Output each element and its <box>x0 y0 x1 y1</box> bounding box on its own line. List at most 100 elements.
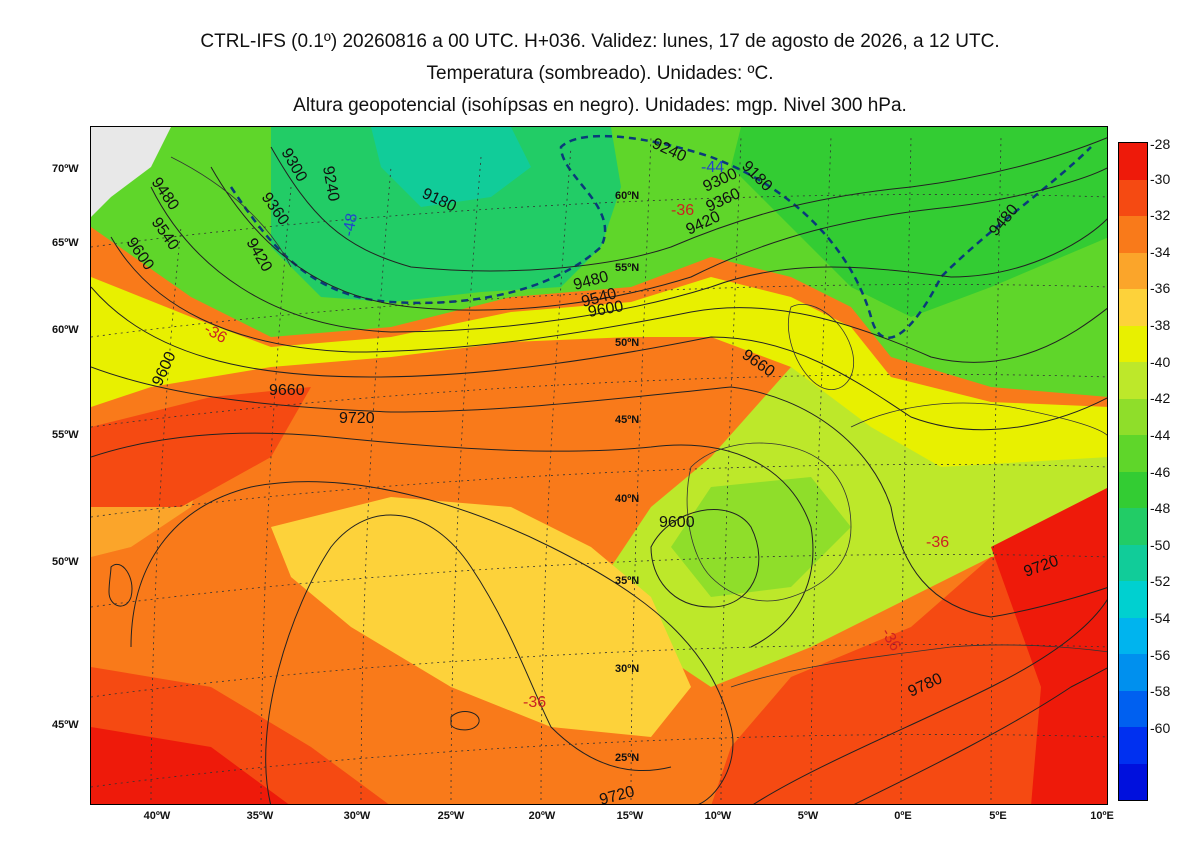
contour-group <box>91 137 1107 804</box>
colorbar-tick-label: -30 <box>1150 170 1171 187</box>
inner-lat-label: 55ºN <box>615 262 639 274</box>
very-cold-region-west <box>271 127 621 302</box>
colorbar-tick-label: -50 <box>1150 536 1171 553</box>
colorbar-segment <box>1119 325 1147 362</box>
contour-line <box>91 366 1107 618</box>
parallel-line <box>91 734 1107 788</box>
colorbar-tick-label: -48 <box>1150 500 1171 517</box>
temperature-value-label: -48 <box>340 212 361 238</box>
warm-yellow-band <box>271 497 691 737</box>
lon-axis-label: 20ºW <box>528 810 556 822</box>
colorbar-tick-label: -42 <box>1150 390 1171 407</box>
colorbar-tick-label: -36 <box>1150 280 1171 297</box>
colorbar-segment <box>1119 617 1147 654</box>
colorbar-tick-label: -34 <box>1150 243 1171 260</box>
parallel-line <box>91 644 1107 698</box>
meridian-line <box>810 136 832 804</box>
southeast-warm-region <box>711 547 1107 804</box>
british-isles-coastline <box>787 304 855 390</box>
contour-line <box>753 599 1107 804</box>
parallel-line <box>91 554 1107 608</box>
contour-value-label: 9600 <box>659 514 695 531</box>
map-canvas: 9180 9240 9300 9360 9420 9480 9540 9600 … <box>91 127 1107 804</box>
lon-axis-label: 10ºE <box>1090 810 1114 822</box>
map-title: CTRL-IFS (0.1º) 20260816 a 00 UTC. H+036… <box>0 26 1200 122</box>
inner-lat-label: 40ºN <box>615 493 639 505</box>
lon-axis-label: 30ºW <box>343 810 371 822</box>
colorbar-segment <box>1119 216 1147 253</box>
colorbar-tick-label: -32 <box>1150 207 1171 224</box>
europe-coastline <box>850 402 1107 436</box>
inner-lat-label: 30ºN <box>615 663 639 675</box>
colorbar-segment <box>1119 654 1147 691</box>
isotherm-dashed <box>229 134 1092 339</box>
meridian-line <box>260 186 292 804</box>
contour-value-label: 9660 <box>269 382 305 399</box>
contour-line <box>91 432 814 648</box>
lat-axis-label: 70ºW <box>52 163 79 175</box>
meridian-line <box>540 146 572 804</box>
contour-line <box>130 481 734 804</box>
colorbar-tick-label: -44 <box>1150 426 1171 443</box>
lon-axis-label: 25ºW <box>437 810 465 822</box>
meridian-line <box>990 136 1002 804</box>
transition-band <box>91 277 1107 497</box>
lon-axis-label: 0ºE <box>894 810 912 822</box>
lon-axis-label: 5ºW <box>797 810 819 822</box>
contour-line <box>650 509 760 608</box>
lat-axis-label: 65ºW <box>52 237 79 249</box>
inner-lat-label: 60ºN <box>615 190 639 202</box>
inner-lat-label: 50ºN <box>615 337 639 349</box>
contour-line <box>91 286 1107 431</box>
colorbar-tick-label: -46 <box>1150 463 1171 480</box>
coastlines <box>170 156 1107 688</box>
lon-axis-label: 5ºE <box>989 810 1007 822</box>
colorbar-segment <box>1119 179 1147 216</box>
colorbar-segment <box>1119 289 1147 326</box>
meridian-line <box>360 166 392 804</box>
contour-line <box>265 514 672 804</box>
greenland-coastline <box>170 156 292 268</box>
west-warm-tongue <box>91 387 311 507</box>
lon-axis-label: 10ºW <box>704 810 732 822</box>
colorbar-segment <box>1119 252 1147 289</box>
colorbar-tick-label: -60 <box>1150 719 1171 736</box>
inner-lat-label: 25ºN <box>615 752 639 764</box>
title-line-3: Altura geopotencial (isohípsas en negro)… <box>293 95 907 116</box>
weather-map: 9180 9240 9300 9360 9420 9480 9540 9600 … <box>90 126 1108 805</box>
colorbar-segment <box>1119 143 1147 180</box>
colorbar-tick-label: -54 <box>1150 609 1171 626</box>
colorbar-segment <box>1119 727 1147 764</box>
contour-line <box>108 564 133 607</box>
colorbar-segment <box>1119 435 1147 472</box>
contour-line <box>110 236 1107 363</box>
colorbar-segment <box>1119 544 1147 581</box>
parallel-line <box>91 374 1107 428</box>
parallel-line <box>91 284 1107 338</box>
inner-lat-label: 35ºN <box>615 575 639 587</box>
temperature-value-label: -36 <box>926 534 949 551</box>
colorbar-segment <box>1119 690 1147 727</box>
lat-axis-label: 45ºW <box>52 719 79 731</box>
lon-axis-label: 35ºW <box>246 810 274 822</box>
colorbar-segment <box>1119 471 1147 508</box>
graticule <box>91 136 1107 804</box>
southwest-hot-core <box>91 727 289 804</box>
colorbar-tick-label: -52 <box>1150 573 1171 590</box>
contour-line <box>853 667 1107 804</box>
colorbar-tick-label: -40 <box>1150 353 1171 370</box>
colorbar-tick-label: -58 <box>1150 683 1171 700</box>
temperature-value-label: -44 <box>701 159 724 176</box>
colorbar-tick-label: -56 <box>1150 646 1171 663</box>
iberia-cold-pool <box>671 477 851 597</box>
contour-line <box>150 186 1107 333</box>
lon-axis-label: 15ºW <box>616 810 644 822</box>
inner-lat-labels: 60ºN 55ºN 50ºN 45ºN 40ºN 35ºN 30ºN 25ºN <box>615 190 639 764</box>
africa-coastline <box>730 644 1107 688</box>
temperature-value-label: -36 <box>523 694 546 711</box>
contour-line <box>450 711 480 731</box>
lat-axis-label: 50ºW <box>52 556 79 568</box>
lon-axis-label: 40ºW <box>143 810 171 822</box>
meridian-line <box>900 136 912 804</box>
outside-domain <box>91 127 171 217</box>
